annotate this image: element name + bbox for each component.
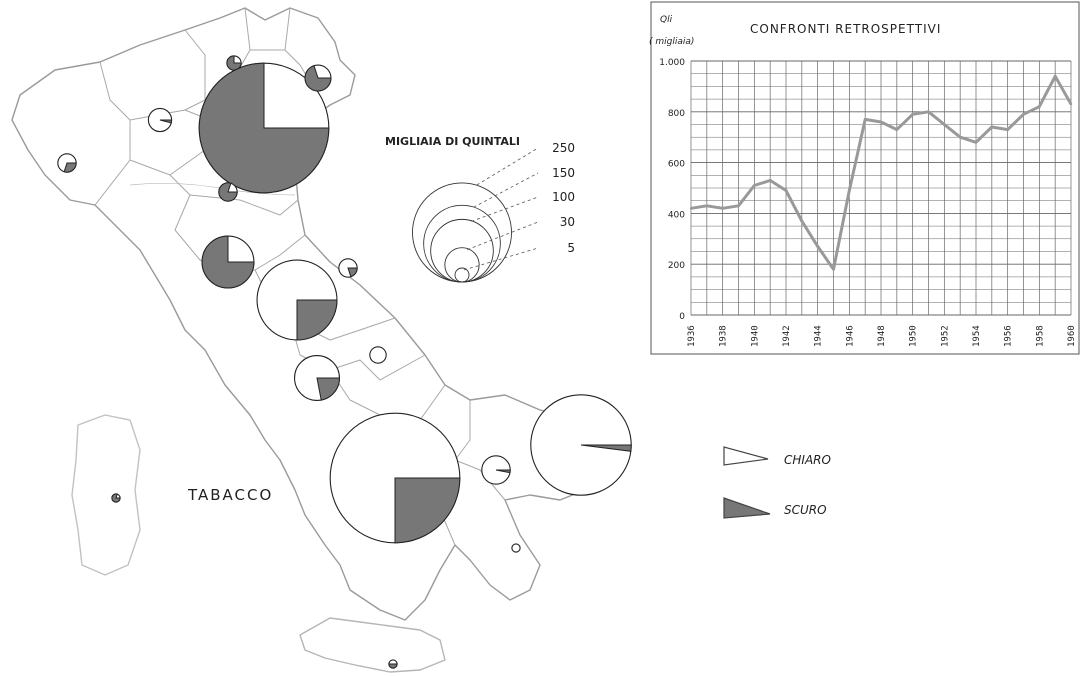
data-point (768, 179, 772, 182)
data-point (1006, 128, 1009, 131)
pie-molise-dark-slice (495, 469, 511, 474)
retrospective-chart: CONFRONTI RETROSPETTIVI Qli ( migliaia) … (649, 1, 1080, 355)
size-legend-label-100: 100 (552, 190, 575, 204)
data-point (974, 141, 978, 144)
data-point (1022, 113, 1025, 116)
size-legend-circle-30 (444, 247, 480, 283)
x-tick-label: 1946 (845, 325, 855, 347)
pie-friuli-dark-slice (304, 65, 332, 92)
scuro-swatch (723, 497, 771, 519)
data-point (895, 128, 899, 131)
x-tick-label: 1954 (972, 325, 982, 347)
size-legend-circle-5 (454, 267, 470, 283)
size-legend-leader-5 (463, 247, 539, 271)
sardegna-outline (71, 414, 141, 576)
size-legend-label-5: 5 (567, 241, 575, 255)
y-tick-label: 400 (668, 210, 685, 220)
chart-grid (690, 60, 1072, 316)
size-legend-circle-150 (423, 204, 501, 283)
italy-mainland-outline (11, 7, 626, 621)
pie-sardegna-dark-slice (111, 493, 121, 503)
data-point (816, 245, 819, 248)
size-legend-label-150: 150 (552, 166, 575, 180)
x-tick-label: 1960 (1067, 325, 1077, 347)
data-point (911, 113, 914, 116)
data-point (1069, 102, 1073, 106)
pie-veneto-dark-slice (198, 62, 330, 194)
pie-lombardia-dark-slice (159, 119, 173, 124)
x-tick-label: 1950 (909, 325, 919, 347)
x-tick-label: 1948 (877, 325, 887, 347)
data-point (1038, 105, 1041, 108)
size-legend: MIGLIAIA DI QUINTALI 250 150 100 30 5 (385, 135, 575, 283)
pie-toscana-dark-slice (201, 235, 255, 289)
pie-puglia-dark-slice (580, 444, 632, 452)
x-tick-label: 1958 (1035, 325, 1045, 347)
y-tick-label: 200 (668, 261, 685, 271)
data-point (753, 184, 756, 187)
data-point (705, 204, 709, 207)
chart-y-ticks: 0 200 400 600 800 1.000 (659, 58, 685, 322)
pie-sicilia-dark-slice (388, 663, 398, 669)
data-point (958, 136, 962, 139)
size-legend-circle-100 (430, 218, 494, 283)
type-legend: CHIARO SCURO (723, 446, 831, 519)
data-point (832, 268, 835, 271)
data-point (879, 120, 883, 124)
map-title: TABACCO (187, 486, 273, 504)
x-tick-label: 1942 (782, 325, 792, 347)
x-tick-label: 1956 (1004, 325, 1014, 347)
size-legend-title: MIGLIAIA DI QUINTALI (385, 135, 520, 148)
pie-calabria (511, 543, 521, 553)
pie-marche-dark-slice (347, 267, 358, 278)
size-legend-circles: 250 150 100 30 5 (412, 141, 575, 283)
pie-lazio-dark-slice (316, 377, 340, 401)
size-legend-leader-100 (471, 196, 539, 222)
size-legend-leader-30 (466, 221, 539, 251)
size-legend-circle-250 (412, 182, 512, 283)
region-pies (57, 55, 632, 669)
chart-title: CONFRONTI RETROSPETTIVI (750, 22, 941, 36)
y-tick-label: 600 (668, 160, 685, 170)
data-point (990, 125, 994, 129)
data-point (800, 219, 804, 223)
y-tick-label: 0 (679, 312, 685, 322)
pie-campania-dark-slice (394, 477, 461, 544)
data-point (784, 189, 788, 192)
data-point (1053, 75, 1057, 78)
size-legend-label-250: 250 (552, 141, 575, 155)
size-legend-leader-150 (473, 172, 539, 208)
x-tick-label: 1952 (940, 325, 950, 347)
x-tick-label: 1936 (687, 325, 697, 347)
pie-piemonte-dark-slice (63, 162, 77, 173)
x-tick-label: 1944 (814, 325, 824, 347)
pie-emilia-dark-slice (218, 182, 238, 202)
data-point (927, 110, 930, 114)
chart-x-ticks: 1936 1938 1940 1942 1944 1946 1948 1950 1952 1954… (687, 325, 1077, 347)
size-legend-leader-250 (476, 147, 539, 186)
y-axis-unit-scale: ( migliaia) (649, 37, 694, 47)
y-tick-label: 800 (668, 109, 685, 119)
x-tick-label: 1938 (719, 325, 729, 347)
production-points (689, 75, 1073, 271)
sicilia-outline (299, 617, 446, 673)
pie-abruzzo (369, 346, 387, 364)
chiaro-swatch (723, 446, 769, 466)
data-point (848, 189, 851, 192)
chiaro-label: CHIARO (784, 453, 831, 467)
y-axis-unit: Qli (660, 15, 673, 25)
data-point (943, 123, 946, 126)
scuro-label: SCURO (784, 503, 827, 517)
x-tick-label: 1940 (750, 325, 760, 347)
pie-trentino-dark-slice (226, 55, 242, 71)
data-point (737, 204, 740, 207)
pie-umbria-dark-slice (296, 299, 338, 341)
data-point (863, 118, 867, 121)
data-point (689, 207, 693, 210)
y-tick-label: 1.000 (659, 58, 685, 68)
size-legend-label-30: 30 (560, 215, 575, 229)
data-point (721, 207, 724, 210)
